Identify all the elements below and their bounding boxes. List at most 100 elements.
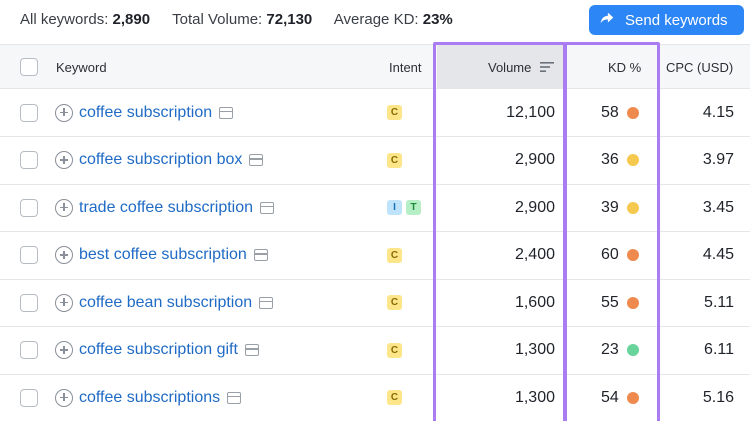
row-checkbox[interactable] [20,293,38,312]
row-checkbox[interactable] [20,151,38,169]
add-to-list-icon[interactable] [55,246,73,264]
keyword-link[interactable]: best coffee subscription [79,246,247,263]
add-to-list-icon[interactable] [55,198,73,217]
kd-value: 55 [601,293,619,311]
kd-column-header[interactable]: KD % [608,59,642,75]
serp-features-icon[interactable] [227,391,242,404]
intent-badge-c[interactable]: C [387,295,402,310]
add-to-list-icon[interactable] [55,341,73,359]
add-to-list-icon[interactable] [55,293,73,312]
keyword-column-header[interactable]: Keyword [56,59,107,75]
intent-badge-c[interactable]: C [387,152,402,168]
table-row: coffee subscription gift C 1,300 23 6.11 [0,327,750,375]
intent-cell: C [387,279,406,326]
intent-badge-c[interactable]: C [387,247,402,263]
share-arrow-icon [598,9,616,31]
table-header: Keyword Intent Volume KD % CPC (USD) [0,44,750,89]
volume-value: 1,600 [514,293,555,311]
intent-badge-t[interactable]: T [406,200,421,215]
serp-features-icon[interactable] [260,201,275,214]
keyword-link[interactable]: coffee subscription gift [79,341,238,358]
cpc-value: 6.11 [704,341,734,358]
row-checkbox[interactable] [20,246,38,264]
volume-value: 2,900 [514,198,555,216]
volume-column-header[interactable]: Volume [488,45,555,89]
cpc-cell: 4.45 [703,232,734,279]
average-kd-value: 23% [422,11,453,28]
kd-cell: 55 [601,279,639,326]
volume-value: 1,300 [514,341,555,358]
keyword-link[interactable]: trade coffee subscription [79,198,254,216]
keyword-cell: trade coffee subscription [55,184,275,231]
cpc-value: 5.16 [702,388,734,406]
table-row: coffee subscriptions C 1,300 54 5.16 [0,374,750,421]
kd-value: 23 [601,341,619,358]
cpc-value: 4.45 [702,246,734,263]
all-keywords-value: 2,890 [112,11,151,28]
volume-header-label: Volume [488,59,532,75]
intent-badge-c[interactable]: C [387,390,402,405]
row-checkbox[interactable] [20,388,38,407]
kd-difficulty-dot [626,106,639,119]
kd-cell: 54 [601,374,639,421]
table-row: coffee bean subscription C 1,600 55 5.11 [0,279,750,327]
intent-badge-c[interactable]: C [387,105,402,120]
volume-value: 1,300 [514,388,555,406]
intent-cell: C [387,137,406,184]
intent-cell: C [387,89,406,136]
add-to-list-icon[interactable] [55,151,73,169]
kd-difficulty-dot [626,201,639,214]
total-volume-value: 72,130 [266,11,313,28]
serp-features-icon[interactable] [244,344,259,356]
select-all-checkbox[interactable] [20,58,38,76]
volume-cell: 2,400 [515,232,555,279]
kd-value: 39 [601,198,619,216]
row-select-cell [20,232,38,279]
kd-value: 36 [601,151,619,168]
keyword-cell: coffee subscriptions [55,374,242,421]
select-all-cell [20,45,38,89]
add-to-list-icon[interactable] [55,388,73,407]
add-to-list-icon[interactable] [55,103,73,122]
kd-cell: 58 [601,89,639,136]
cpc-cell: 5.11 [704,279,734,326]
volume-value: 2,400 [514,246,555,263]
send-keywords-button[interactable]: Send keywords [589,5,744,35]
send-keywords-label: Send keywords [625,11,728,29]
volume-value: 12,100 [506,103,555,121]
serp-features-icon[interactable] [249,154,264,166]
row-select-cell [20,89,38,136]
cpc-column-header[interactable]: CPC (USD) [666,59,734,75]
volume-cell: 12,100 [506,89,555,136]
average-kd-label: Average KD: [333,11,419,28]
cpc-value: 3.97 [702,151,734,168]
intent-badge-c[interactable]: C [387,342,402,358]
keyword-link[interactable]: coffee subscription box [79,151,243,168]
intent-badge-i[interactable]: I [387,200,402,215]
row-select-cell [20,279,38,326]
cpc-cell: 4.15 [703,89,734,136]
keyword-link[interactable]: coffee bean subscription [79,293,253,311]
intent-column-header[interactable]: Intent [389,59,422,75]
row-checkbox[interactable] [20,198,38,217]
serp-features-icon[interactable] [253,249,268,261]
kd-cell: 23 [601,327,639,374]
cpc-cell: 3.97 [703,137,734,184]
table-row: best coffee subscription C 2,400 60 4.45 [0,232,750,280]
table-row: trade coffee subscription I T 2,900 39 3.45 [0,184,750,232]
keyword-link[interactable]: coffee subscription [79,103,213,121]
volume-cell: 2,900 [515,137,555,184]
kd-value: 60 [601,246,619,263]
keyword-cell: coffee bean subscription [55,279,274,326]
serp-features-icon[interactable] [259,296,274,309]
serp-features-icon[interactable] [219,106,234,119]
keyword-cell: best coffee subscription [55,232,268,279]
kd-difficulty-dot [626,154,639,166]
keyword-link[interactable]: coffee subscriptions [79,388,221,406]
intent-cell: C [387,374,406,421]
row-checkbox[interactable] [20,103,38,122]
cpc-cell: 3.45 [703,184,734,231]
row-checkbox[interactable] [20,341,38,359]
summary-bar: All keywords: 2,890 Total Volume: 72,130… [0,0,750,44]
